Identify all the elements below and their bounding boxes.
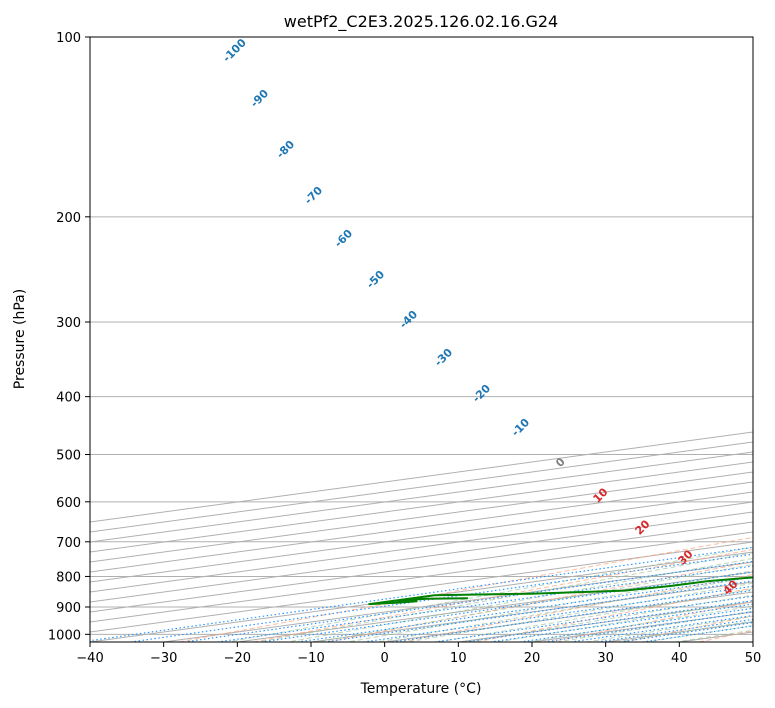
y-tick-label: 200 [56,211,81,226]
dry-adiabat [253,548,753,642]
wet-bulb-label: -80 [274,138,297,161]
isotherm-line [752,641,753,642]
moist-adiabat [284,557,753,642]
x-axis-label: Temperature (°C) [360,681,482,697]
wet-bulb-label: -20 [470,382,493,405]
y-tick-label: 900 [56,601,81,616]
y-axis: 100 200 300 400 500 600 700 800 900 1000 [48,31,90,643]
wet-bulb-label: -70 [302,184,325,207]
isotherm-line [90,551,753,642]
moist-adiabat [433,588,753,642]
dry-adiabat-label: 20 [633,517,653,537]
x-tick-label: −30 [150,651,177,666]
isotherm-line [531,611,753,642]
isotherm-line [90,471,753,563]
mixing-ratio-line [324,580,753,642]
temperature-profile-line [755,37,775,613]
isotherm-line [90,531,753,623]
isotherm-line [310,581,753,642]
x-tick-label: −40 [76,651,103,666]
wet-bulb-label: -50 [364,268,387,291]
y-tick-label: 300 [56,316,81,331]
wet-bulb-label: -100 [220,36,249,65]
isotherm-line [90,461,753,553]
x-tick-label: 10 [450,651,467,666]
wet-bulb-label: -10 [509,416,532,439]
dewpoint-profile-line [368,576,753,606]
isotherm-line [90,521,753,613]
wet-bulb-label: -60 [332,227,355,250]
x-tick-label: 40 [671,651,688,666]
mixing-ratio-line [392,589,753,642]
y-tick-label: 700 [56,536,81,551]
x-tick-label: 0 [381,651,389,666]
wet-bulb-label: -90 [248,87,271,110]
y-tick-label: 500 [56,449,81,464]
plot-frame [89,36,754,643]
dry-adiabat [327,561,753,642]
wet-bulb-label: -30 [432,346,455,369]
reference-lines [90,536,753,642]
wet-bulb-label: -40 [397,308,420,331]
y-tick-label: 400 [56,391,81,406]
y-tick-label: 600 [56,496,81,511]
mixing-ratio-line [90,546,753,642]
isotherm-line [90,491,753,583]
x-tick-label: 50 [745,651,762,666]
y-axis-label: Pressure (hPa) [12,289,28,389]
x-tick-label: −10 [297,651,324,666]
mixing-ratio-line [261,571,753,642]
y-tick-label: 100 [56,31,81,46]
grid-layer [90,37,753,642]
x-tick-label: 30 [597,651,614,666]
isotherm-line [384,591,753,642]
dry-adiabat [698,630,753,642]
moist-adiabat [523,605,753,642]
moist-adiabat [314,563,753,642]
x-axis: −40 −30 −20 −10 0 10 20 30 40 50 [76,642,761,666]
x-tick-label: 20 [524,651,541,666]
moist-adiabat [493,600,753,642]
isotherm-line [90,501,753,593]
isotherm-line [90,481,753,573]
dry-adiabat [624,615,753,642]
y-tick-label: 800 [56,570,81,585]
mixing-ratio-line [363,585,753,642]
dry-adiabat-label: 10 [591,485,611,505]
isotherm-line [90,541,753,633]
isotherm-line [605,621,753,642]
mixing-ratio-line [297,576,753,642]
dry-adiabat [401,574,753,642]
isotherm-line [90,511,753,603]
isotherm-line [90,451,753,543]
moist-adiabat [374,576,753,642]
chart-title: wetPf2_C2E3.2025.126.02.16.G24 [284,12,558,32]
y-tick-label: 1000 [48,628,81,643]
x-tick-label: −20 [224,651,251,666]
